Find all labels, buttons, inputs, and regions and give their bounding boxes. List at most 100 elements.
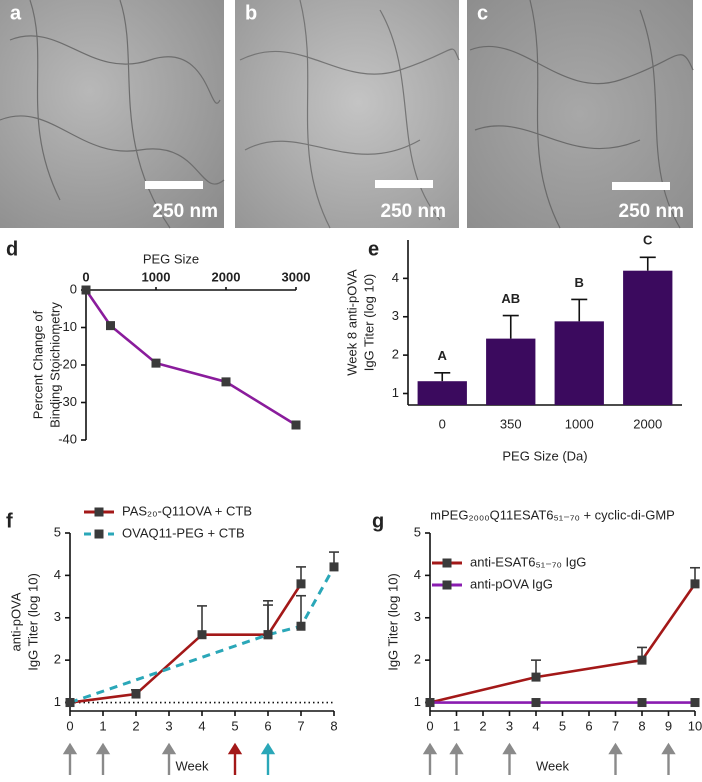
group-label: A [438, 348, 448, 363]
x-axis-label: PEG Size (Da) [502, 448, 587, 463]
chart-title: mPEG₂₀₀₀Q11ESAT6₅₁₋₇₀ + cyclic-di-GMP [430, 507, 675, 522]
x-tick-label: 2 [479, 718, 486, 733]
bar [554, 321, 604, 405]
micrograph-a: a 250 nm [0, 0, 225, 229]
marker [65, 698, 75, 708]
marker [690, 579, 700, 589]
y-axis-label: Binding Stoichiometry [47, 302, 62, 428]
panel-label: g [372, 510, 384, 532]
x-tick-label: 0 [426, 718, 433, 733]
y-tick-label: 1 [54, 694, 61, 709]
scale-bar-label: 250 nm [619, 201, 684, 222]
y-tick-label: 5 [54, 524, 61, 539]
panel-label: e [368, 238, 379, 260]
marker [296, 621, 306, 631]
y-axis-label: anti-pOVA [8, 592, 23, 651]
y-axis-label: IgG Titer (log 10) [361, 274, 376, 372]
x-tick-label: 8 [638, 718, 645, 733]
x-tick-label: 2000 [633, 416, 662, 431]
injection-arrow [449, 742, 464, 775]
legend-label: OVAQ11-PEG + CTB [122, 525, 245, 540]
x-tick-label: 9 [665, 718, 672, 733]
marker [291, 420, 301, 430]
legend-label: anti-ESAT6₅₁₋₇₀ IgG [470, 554, 586, 569]
marker [296, 579, 306, 589]
y-tick-label: 3 [414, 609, 421, 624]
y-tick-label: 5 [414, 524, 421, 539]
injection-arrow [608, 742, 623, 775]
injection-arrow [661, 742, 676, 775]
micrograph-b: b 250 nm [235, 0, 460, 229]
y-tick-label: -30 [58, 394, 77, 409]
marker [425, 698, 435, 708]
y-tick-label: -40 [58, 431, 77, 446]
marker [637, 698, 647, 708]
x-tick-label: 1 [453, 718, 460, 733]
x-tick-label: 6 [585, 718, 592, 733]
series-line [429, 583, 697, 704]
x-tick-label: 3000 [282, 269, 311, 284]
x-tick-label: 1 [99, 718, 106, 733]
legend-label: anti-pOVA IgG [470, 576, 553, 591]
series-line [69, 566, 336, 704]
x-tick-label: 8 [330, 718, 337, 733]
y-axis-label: IgG Titer (log 10) [25, 573, 40, 671]
y-tick-label: 2 [54, 652, 61, 667]
y-tick-label: 2 [392, 347, 399, 362]
bar [486, 338, 536, 405]
y-tick-label: -20 [58, 356, 77, 371]
group-label: AB [501, 291, 520, 306]
x-tick-label: 3 [165, 718, 172, 733]
marker [81, 285, 91, 295]
marker [151, 358, 161, 368]
injection-arrow [62, 742, 78, 775]
x-tick-label: 5 [231, 718, 238, 733]
legend-marker [442, 558, 452, 568]
x-tick-label: 6 [264, 718, 271, 733]
marker [263, 630, 273, 640]
injection-arrow [161, 742, 177, 775]
y-tick-label: 0 [70, 281, 77, 296]
y-tick-label: -10 [58, 319, 77, 334]
group-label: C [643, 233, 653, 248]
marker [637, 655, 647, 665]
bar [623, 270, 673, 405]
panel-label: b [245, 2, 257, 24]
legend-marker [94, 529, 104, 539]
panel-label: c [477, 2, 488, 24]
x-tick-label: 2 [132, 718, 139, 733]
x-tick-label: 0 [439, 416, 446, 431]
y-tick-label: 4 [392, 270, 399, 285]
x-axis-label: PEG Size [143, 251, 199, 266]
x-tick-label: 3 [506, 718, 513, 733]
legend-marker [94, 507, 104, 517]
y-tick-label: 4 [414, 567, 421, 582]
y-tick-label: 4 [54, 567, 61, 582]
y-tick-label: 3 [54, 609, 61, 624]
group-label: B [575, 275, 584, 290]
x-axis-label: Week [536, 758, 569, 773]
bar [417, 381, 467, 405]
x-tick-label: 7 [297, 718, 304, 733]
y-axis-label: IgG Titer (log 10) [385, 573, 400, 671]
legend-marker [442, 580, 452, 590]
marker [531, 672, 541, 682]
series-line [69, 583, 303, 704]
panel-label: a [10, 2, 22, 24]
x-tick-label: 10 [688, 718, 702, 733]
y-tick-label: 2 [414, 652, 421, 667]
x-tick-label: 2000 [212, 269, 241, 284]
marker [221, 377, 231, 387]
x-tick-label: 5 [559, 718, 566, 733]
x-tick-label: 350 [500, 416, 522, 431]
injection-arrow [227, 742, 243, 775]
y-axis-label: Week 8 anti-pOVA [344, 269, 359, 376]
micrograph-c: c 250 nm [467, 0, 694, 229]
scale-bar-label: 250 nm [153, 201, 218, 222]
legend-label: PAS₂₀-Q11OVA + CTB [122, 503, 252, 518]
x-tick-label: 0 [66, 718, 73, 733]
x-tick-label: 1000 [142, 269, 171, 284]
x-tick-label: 7 [612, 718, 619, 733]
x-tick-label: 1000 [565, 416, 594, 431]
